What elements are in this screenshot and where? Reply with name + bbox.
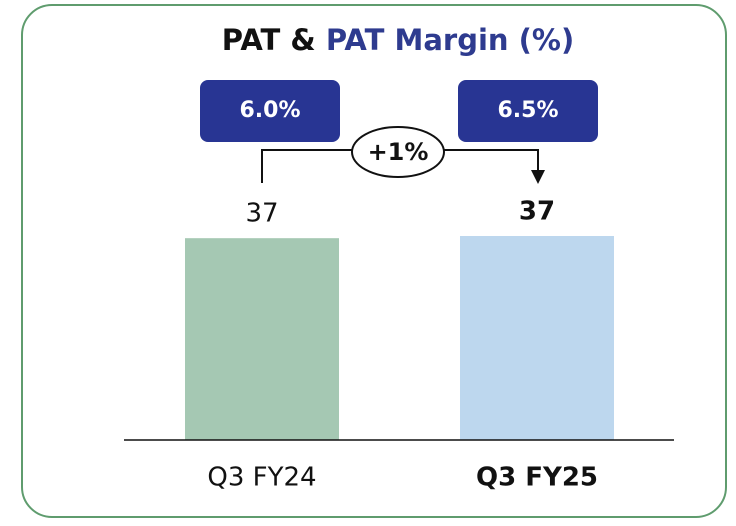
margin-label: 6.0% — [239, 98, 300, 123]
chart-title: PAT & PAT Margin (%) — [222, 23, 574, 57]
growth-bubble — [351, 126, 445, 178]
value-label: 37 — [519, 197, 555, 227]
margin-box — [200, 80, 340, 142]
value-label: 37 — [245, 199, 278, 229]
title-part: PAT & — [222, 23, 316, 57]
plot: 37 Q3 FY24 6.0% 37 Q3 FY25 6.5% — [185, 80, 614, 493]
title-part: PAT Margin (%) — [326, 23, 574, 57]
x-tick-label: Q3 FY25 — [476, 463, 598, 493]
connector — [261, 149, 539, 183]
margin-label: 6.5% — [497, 98, 558, 123]
arrow-head — [531, 170, 545, 184]
bar — [185, 238, 339, 440]
x-tick-label: Q3 FY24 — [207, 463, 316, 493]
bar — [460, 236, 614, 440]
margin-box — [458, 80, 598, 142]
growth-label: +1% — [368, 138, 429, 166]
